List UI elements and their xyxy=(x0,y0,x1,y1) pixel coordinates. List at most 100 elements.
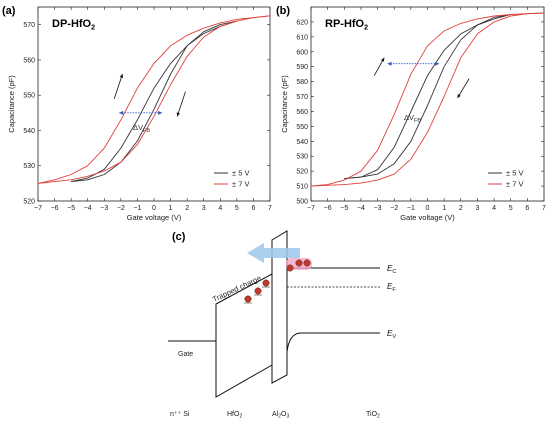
chart-a-x-tick-label: −4 xyxy=(84,205,92,212)
chart-b-dvfb-arrowhead-right xyxy=(435,61,440,66)
chart-b-dvfb-arrowhead-left xyxy=(387,61,392,66)
chart-a-x-tick-label: 4 xyxy=(218,205,222,212)
chart-b-title: RP-HfO2 xyxy=(325,18,368,32)
chart-a-legend-label: ± 7 V xyxy=(232,180,249,189)
layer-label-hfo2: HfO2 xyxy=(227,411,242,420)
electron-icon xyxy=(244,295,252,303)
trapped-charge-label: Trapped charge xyxy=(211,273,263,303)
layer-label-nsi: n⁺⁺ Si xyxy=(170,411,190,418)
layer-label-tio2: TiO2 xyxy=(366,411,380,420)
layer-label-al2o3: Al2O3 xyxy=(272,411,289,420)
chart-b-x-tick-label: −5 xyxy=(340,205,348,212)
electron-icon xyxy=(286,264,294,272)
chart-b-y-tick-label: 560 xyxy=(296,109,308,116)
ef-label: EF xyxy=(387,282,396,293)
chart-a-sweep-arrowhead-0 xyxy=(119,74,124,78)
chart-b-y-tick-label: 520 xyxy=(296,169,308,176)
chart-b-x-tick-label: −3 xyxy=(374,205,382,212)
chart-b-x-tick-label: 1 xyxy=(442,205,446,212)
chart-a-x-axis-label: Gate voltage (V) xyxy=(127,213,182,222)
chart-a-x-tick-label: −5 xyxy=(67,205,75,212)
chart-a-title: DP-HfO2 xyxy=(52,18,95,32)
chart-b-x-axis-label: Gate voltage (V) xyxy=(400,213,455,222)
chart-b-series-line-3 xyxy=(310,12,545,187)
chart-b-series-line-1 xyxy=(344,14,511,180)
chart-a-sweep-arrowhead-1 xyxy=(176,112,180,117)
gate-label: Gate xyxy=(178,351,193,358)
chart-a-dvfb-label: ΔVFB xyxy=(133,123,150,134)
chart-b-y-tick-label: 570 xyxy=(296,94,308,101)
chart-b-x-tick-label: 6 xyxy=(525,205,529,212)
chart-a-y-axis-label: Capacitance (pF) xyxy=(7,75,16,133)
chart-b-y-tick-label: 510 xyxy=(296,184,308,191)
chart-a-x-tick-label: 1 xyxy=(169,205,173,212)
electron-icon xyxy=(254,287,262,295)
ev-label: EV xyxy=(387,329,396,340)
chart-b-y-tick-label: 580 xyxy=(296,79,308,86)
chart-a-x-tick-label: 2 xyxy=(185,205,189,212)
chart-a-y-tick-label: 550 xyxy=(23,93,35,100)
chart-b-x-tick-label: 5 xyxy=(509,205,513,212)
chart-b-x-tick-label: 7 xyxy=(542,205,546,212)
chart-b-sweep-arrowhead-0 xyxy=(380,57,385,62)
chart-a-y-tick-label: 560 xyxy=(23,57,35,64)
chart-b-y-tick-label: 620 xyxy=(296,19,308,26)
chart-a-x-tick-label: −1 xyxy=(133,205,141,212)
chart-a-series-line-3 xyxy=(37,15,271,184)
chart-a-legend-label: ± 5 V xyxy=(232,169,249,178)
electron-icon xyxy=(303,259,311,267)
chart-b-x-tick-label: −1 xyxy=(407,205,415,212)
chart-b-legend-label: ± 5 V xyxy=(506,169,523,178)
chart-b-x-tick-label: 4 xyxy=(492,205,496,212)
chart-a-y-tick-label: 530 xyxy=(23,163,35,170)
chart-b-x-tick-label: −4 xyxy=(357,205,365,212)
chart-b-x-tick-label: −6 xyxy=(324,205,332,212)
chart-a-series-line-1 xyxy=(71,20,237,183)
chart-b-x-tick-label: 3 xyxy=(475,205,479,212)
chart-a-dvfb-arrowhead-left xyxy=(119,110,124,115)
electron-group xyxy=(244,259,311,304)
chart-a: −7 −6 −5 −4 −3 −2 −1 0 1 2 3 4 5 6 7 520 530 540 550 560 570… xyxy=(7,6,272,222)
chart-a-x-tick-label: 6 xyxy=(251,205,255,212)
chart-a-dvfb-arrowhead-right xyxy=(158,110,163,115)
chart-b-y-tick-label: 540 xyxy=(296,139,308,146)
chart-b-sweep-arrowhead-1 xyxy=(457,94,461,99)
tunneling-arrow-icon xyxy=(247,243,300,263)
chart-b-x-tick-label: −2 xyxy=(390,205,398,212)
chart-b-x-tick-label: 0 xyxy=(426,205,430,212)
chart-a-x-tick-label: 7 xyxy=(268,205,272,212)
chart-a-series-line-2 xyxy=(37,15,271,184)
chart-b-y-tick-label: 610 xyxy=(296,34,308,41)
chart-b-x-tick-label: −7 xyxy=(307,205,315,212)
chart-a-sweep-arrow-1 xyxy=(176,91,186,117)
chart-a-y-tick-label: 570 xyxy=(23,22,35,29)
chart-b-x-tick-label: 2 xyxy=(459,205,463,212)
chart-b-series-line-2 xyxy=(310,12,545,187)
chart-a-y-tick-label: 520 xyxy=(23,199,35,206)
electron-icon xyxy=(295,259,303,267)
al2o3-barrier xyxy=(271,230,288,384)
chart-a-x-tick-label: 5 xyxy=(235,205,239,212)
chart-b-y-tick-label: 550 xyxy=(296,124,308,131)
chart-a-x-tick-label: 0 xyxy=(152,205,156,212)
chart-a-x-tick-label: −6 xyxy=(51,205,59,212)
ec-label: EC xyxy=(387,264,396,275)
chart-b-sweep-arrow-1 xyxy=(457,78,470,99)
chart-b-legend-label: ± 7 V xyxy=(506,180,523,189)
chart-b-series-line-0 xyxy=(344,14,511,180)
chart-a-sweep-arrow-0 xyxy=(113,73,123,99)
chart-b-y-tick-label: 600 xyxy=(296,49,308,56)
electron-icon xyxy=(262,279,270,287)
chart-a-x-tick-label: −2 xyxy=(117,205,125,212)
chart-a-x-tick-label: −7 xyxy=(34,205,42,212)
panel-a-label: (a) xyxy=(2,5,16,17)
chart-a-x-tick-label: 3 xyxy=(202,205,206,212)
panel-c-label: (c) xyxy=(172,231,186,243)
chart-a-x-tick-label: −3 xyxy=(100,205,108,212)
chart-b-y-tick-label: 500 xyxy=(296,199,308,206)
panel-b-label: (b) xyxy=(276,5,290,17)
tio2-valence-band xyxy=(286,332,380,353)
chart-a-y-tick-label: 540 xyxy=(23,128,35,135)
chart-b-y-tick-label: 590 xyxy=(296,64,308,71)
